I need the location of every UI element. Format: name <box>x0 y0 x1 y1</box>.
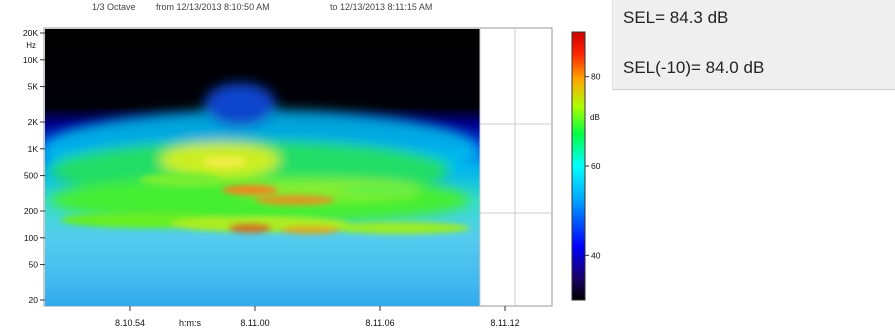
y-tick: 200 <box>24 206 45 216</box>
y-tick-label: 200 <box>24 206 38 216</box>
x-tick-label: 8.11.00 <box>240 318 269 328</box>
colorbar <box>571 31 586 301</box>
y-tick: 20K <box>23 28 45 38</box>
y-tick: 50 <box>29 260 45 270</box>
y-tick-label: 10K <box>23 55 38 65</box>
from-label: from 12/13/2013 8:10:50 AM <box>156 2 270 12</box>
y-tick-label: 50 <box>29 260 39 270</box>
y-tick-label: 100 <box>24 233 38 243</box>
spectrogram-image <box>45 29 480 306</box>
y-tick: 500 <box>24 171 45 181</box>
y-axis-unit: Hz <box>26 41 36 50</box>
y-axis: 20K 10K 5K 2K 1K 500 200 100 50 20 <box>23 28 45 305</box>
sel-minus10-value: SEL(-10)= 84.0 dB <box>623 58 765 77</box>
y-tick: 1K <box>28 144 45 154</box>
y-tick: 10K <box>23 55 45 65</box>
x-axis-label: h:m:s <box>179 318 202 328</box>
y-tick: 2K <box>28 117 45 127</box>
colorbar-tick: 40 <box>585 250 601 260</box>
colorbar-tick-label: 40 <box>591 250 601 260</box>
chart-header: 1/3 Octave from 12/13/2013 8:10:50 AM to… <box>92 2 472 14</box>
sel-value: SEL= 84.3 dB <box>623 8 729 27</box>
x-tick: 8.10.54 <box>115 306 145 328</box>
y-tick-label: 500 <box>24 171 38 181</box>
y-tick-label: 20K <box>23 28 38 38</box>
colorbar-tick: 80 <box>585 72 601 82</box>
y-tick-label: 2K <box>28 117 39 127</box>
x-axis: 8.10.54 8.11.00 8.11.06 8.11.12 <box>115 306 520 328</box>
x-tick: 8.11.12 <box>490 306 520 328</box>
y-tick-label: 20 <box>29 295 39 305</box>
colorbar-ticks: 80 60 40 <box>585 72 601 260</box>
band-label: 1/3 Octave <box>92 2 136 12</box>
y-tick: 20 <box>29 295 45 305</box>
colorbar-tick-label: 60 <box>591 161 601 171</box>
y-tick-label: 1K <box>28 144 39 154</box>
colorbar-tick: 60 <box>585 161 601 171</box>
y-tick-label: 5K <box>28 82 39 92</box>
to-label: to 12/13/2013 8:11:15 AM <box>330 2 433 12</box>
x-tick-label: 8.11.06 <box>365 318 394 328</box>
colorbar-unit: dB <box>590 113 600 122</box>
x-tick-label: 8.11.12 <box>490 318 519 328</box>
y-tick: 100 <box>24 233 45 243</box>
x-tick: 8.11.00 <box>240 306 270 328</box>
y-tick: 5K <box>28 82 45 92</box>
x-tick: 8.11.06 <box>365 306 395 328</box>
sel-panel: SEL= 84.3 dB SEL(-10)= 84.0 dB <box>612 0 895 90</box>
x-tick-label: 8.10.54 <box>115 318 145 328</box>
colorbar-tick-label: 80 <box>591 72 601 82</box>
